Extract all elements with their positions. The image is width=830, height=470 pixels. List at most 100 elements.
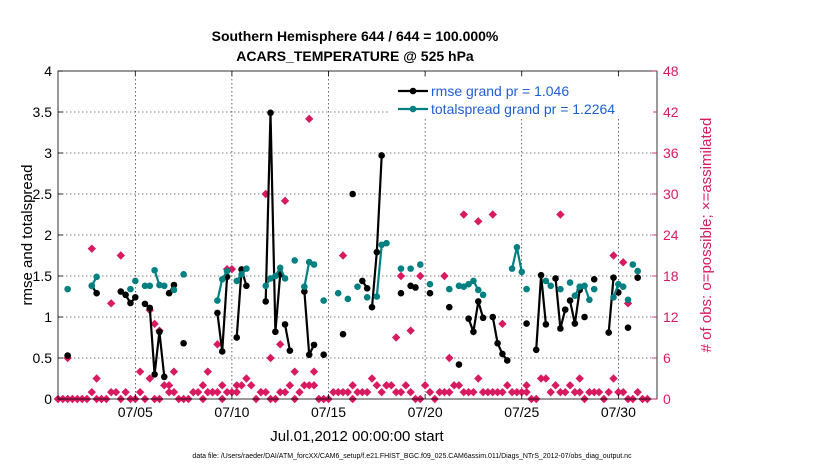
y-axis-label-right: # of obs: o=possible; ×=assimilated [698,118,715,353]
x-tick-label: 07/05 [118,404,153,420]
rmse-point [301,288,308,295]
rmse-point [160,373,168,381]
obs-assimilated-marker [193,387,203,397]
obs-assimilated-marker [160,381,169,390]
y-tick-label-left: 3.5 [33,104,53,120]
data-file-footnote: data file: /Users/raeder/DAI/ATM_forcXX/… [192,453,632,460]
obs-assimilated-marker [449,381,459,390]
obs-assimilated-marker [517,387,526,397]
spread-point [218,275,226,283]
obs-assimilated-marker [309,381,319,390]
rmse-point [233,334,241,341]
obs-assimilated-marker [222,387,232,397]
rmse-point [479,314,487,322]
obs-assimilated-marker [377,387,386,397]
rmse-line [264,112,282,332]
rmse-line [607,277,615,333]
spread-point [479,291,487,299]
obs-assimilated-marker [522,387,531,397]
obs-assimilated-marker [300,381,309,390]
rmse-point [218,348,226,355]
spread-point [619,283,627,290]
rmse-point [557,325,564,332]
y-tick-label-right: 24 [663,227,679,243]
spread-point [281,275,289,282]
obs-possible-marker [256,387,266,397]
rmse-point [170,281,178,289]
rmse-point [165,289,173,297]
spread-point [547,282,555,290]
rmse-point [624,324,632,331]
rmse-point [267,109,274,117]
obs-assimilated-marker [483,387,493,397]
spread-point [88,282,96,290]
spread-point [474,286,482,294]
rmse-point [262,298,270,305]
legend-spread-label: totalspread grand pr = 1.2264 [431,101,615,117]
obs-possible-marker [198,381,208,390]
y-tick-label-left: 0 [44,391,52,407]
obs-assimilated-marker [367,374,377,383]
spread-point [566,279,574,286]
spread-point [180,271,187,278]
legend-box [388,78,653,118]
rmse-line [467,301,485,337]
y-tick-label-right: 48 [663,63,679,79]
obs-assimilated-marker [106,387,116,397]
y-axis-label-left: rmse and totalspread [19,165,36,306]
spread-point [170,286,178,294]
rmse-point [180,339,187,347]
rmse-point [532,346,540,354]
obs-possible-marker [261,189,270,199]
obs-assimilated-marker [358,387,367,397]
obs-assimilated-marker [590,387,599,397]
obs-assimilated-marker [440,387,449,397]
obs-assimilated-marker [406,387,415,397]
obs-assimilated-marker [111,387,121,397]
obs-assimilated-marker [276,387,285,397]
spread-point [445,285,453,293]
spread-point [629,261,637,268]
obs-assimilated-marker [280,387,290,397]
rmse-point [474,298,482,305]
axes: 07/05 07/10 07/15 07/20 07/25 07/30 0 0.5 1 1.5 2 2… [33,63,679,420]
obs-possible-marker [406,326,415,335]
spread-point [146,282,154,290]
spread-point [590,285,598,293]
spread-point [363,294,371,301]
obs-assimilated-marker [445,387,454,397]
rmse-point [64,352,71,359]
y-tick-label-left: 2 [44,227,52,243]
spread-point [93,273,100,281]
rmse-point [359,277,366,285]
spread-point [233,277,241,285]
y-tick-label-left: 1 [44,309,52,325]
obs-possible-marker [169,367,179,376]
rmse-point [305,351,313,359]
rmse-point [465,315,472,322]
rmse-point [412,284,419,291]
obs-possible-marker [213,340,222,349]
obs-assimilated-marker [614,387,623,397]
spread-point [523,285,530,293]
obs-assimilated-marker [189,387,198,397]
rmse-point [494,339,501,347]
rmse-point [542,321,550,328]
rmse-point [151,371,158,378]
x-tick-label: 07/30 [601,404,636,420]
spread-point [373,293,381,300]
spread-point [557,285,564,293]
rmse-point [470,328,477,336]
obs-assimilated-marker [362,387,372,397]
obs-assimilated-marker [633,387,642,397]
spread-point [610,294,617,301]
rmse-point [590,275,598,283]
obs-assimilated-marker [295,387,304,397]
obs-assimilated-marker [401,381,411,390]
spread-point [262,282,270,290]
obs-assimilated-marker [329,387,338,397]
spread-point [542,277,550,285]
chart-subtitle: ACARS_TEMPERATURE @ 525 hPa [236,48,474,64]
rmse-point [605,329,612,336]
rmse-point [552,275,559,282]
